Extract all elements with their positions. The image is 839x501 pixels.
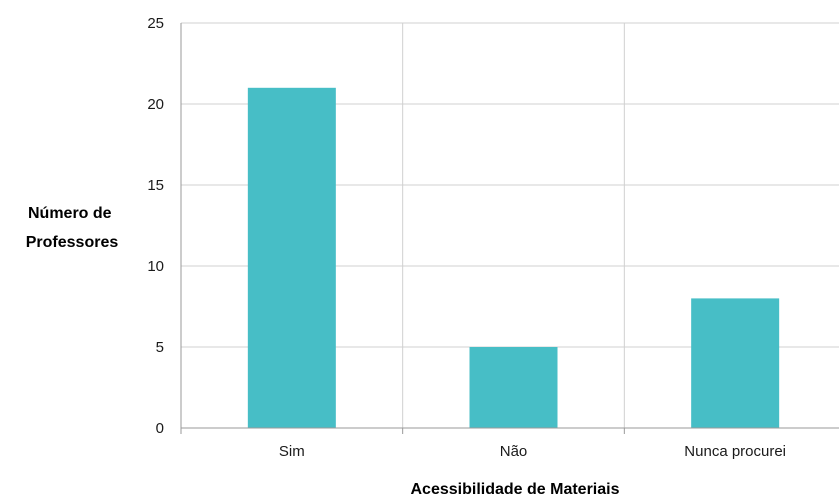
x-axis-title: Acessibilidade de Materiais [411, 481, 620, 498]
x-tick-label: Sim [279, 443, 305, 460]
bar [469, 347, 558, 428]
y-axis-title-line-2: Professores [26, 234, 119, 251]
y-tick-label: 20 [147, 96, 164, 113]
y-tick-label: 15 [147, 177, 164, 194]
y-tick-label: 5 [156, 339, 164, 356]
bar [691, 298, 780, 428]
y-axis-title-line-1: Número de [28, 205, 112, 222]
x-tick-label: Nunca procurei [684, 443, 786, 460]
axes [180, 23, 839, 434]
y-axis-title: Número de Professores [26, 205, 119, 251]
bar [247, 87, 336, 429]
y-tick-label: 0 [156, 420, 164, 437]
y-tick-label: 25 [147, 15, 164, 32]
bars [247, 87, 780, 429]
tick-labels: 0 5 10 15 20 25 Sim Não Nunca procurei [147, 15, 786, 460]
x-tick-label: Não [500, 443, 528, 460]
y-tick-label: 10 [147, 258, 164, 275]
